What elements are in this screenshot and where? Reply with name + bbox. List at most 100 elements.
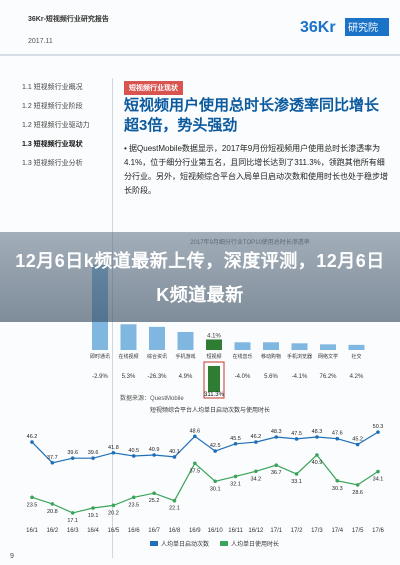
point-value-label: 39.6 <box>88 450 99 456</box>
x-tick-label: 16/1 <box>26 528 38 534</box>
toc-item[interactable]: 1.3 短视频行业分析 <box>22 160 83 167</box>
point-value-label: 34.1 <box>373 477 384 483</box>
bar <box>263 342 279 350</box>
series-point <box>111 503 116 508</box>
point-value-label: 40.5 <box>128 448 139 454</box>
series-point <box>152 491 156 495</box>
x-tick-label: 17/1 <box>270 528 282 534</box>
toc-item-active[interactable]: 1.3 短视频行业现状 <box>22 141 83 148</box>
bar-category-label: 网络文学 <box>318 353 338 360</box>
banner-text[interactable]: 12月6日k频道最新上传，深度评测，12月6日K频道最新 <box>15 251 385 305</box>
point-value-label: 46.2 <box>27 434 38 440</box>
series-point <box>254 440 258 444</box>
point-value-label: 20.8 <box>47 509 58 515</box>
series-point <box>254 469 258 474</box>
bar-category-label: 社交 <box>351 353 361 360</box>
x-tick-label: 16/8 <box>169 528 181 534</box>
header-divider <box>0 54 400 56</box>
toc-item[interactable]: 1.2 短视频行业驱动力 <box>22 122 90 129</box>
series-point <box>70 511 75 515</box>
bar <box>177 332 194 350</box>
point-value-label: 39.6 <box>67 450 78 456</box>
point-value-label: 48.6 <box>189 428 200 434</box>
growth-label: 76.2% <box>319 374 337 380</box>
bar <box>348 344 365 350</box>
growth-label: -4.1% <box>292 374 308 380</box>
bar-category-label: 移动购物 <box>261 353 281 360</box>
point-value-label: 17.1 <box>67 518 78 524</box>
bar <box>149 326 165 350</box>
x-tick-label: 16/4 <box>87 528 99 534</box>
x-tick-label: 16/6 <box>128 528 140 534</box>
series-point <box>50 502 55 506</box>
report-date: 2017.11 <box>28 38 53 45</box>
point-value-label: 23.5 <box>128 502 139 508</box>
point-value-label: 33.1 <box>291 479 302 485</box>
series-point <box>30 440 34 444</box>
series-point <box>376 430 380 434</box>
bar-category-label: 在线视频 <box>118 353 138 360</box>
series-point <box>172 498 177 503</box>
growth-label: 5.6% <box>264 374 278 380</box>
series-point <box>172 455 177 459</box>
point-value-label: 34.2 <box>251 476 262 482</box>
series-point <box>91 456 95 460</box>
series-line <box>31 431 379 464</box>
series-point <box>294 472 299 476</box>
series-point <box>152 453 156 457</box>
page-number: 9 <box>10 553 14 560</box>
point-value-label: 40.9 <box>312 460 323 466</box>
bar-category-label: 综合资讯 <box>147 353 167 360</box>
point-value-label: 45.5 <box>230 436 241 442</box>
section-headline: 短视频用户使用总时长渗透率同比增长超3倍，势头强劲 <box>124 97 380 134</box>
svg-text:36Kr: 36Kr <box>300 19 336 36</box>
toc-item[interactable]: 1.1 短视频行业概况 <box>22 84 83 91</box>
x-tick-label: 16/2 <box>47 528 59 534</box>
growth-label: -4.0% <box>235 374 251 380</box>
bar-category-label: 手机浏览器 <box>287 353 312 360</box>
x-tick-label: 16/9 <box>189 528 201 534</box>
brand-logo: 36Kr 研究院 <box>300 18 389 36</box>
growth-label: 4.9% <box>179 374 193 380</box>
point-value-label: 19.1 <box>88 513 99 519</box>
growth-label: -26.3% <box>147 374 167 380</box>
series-point <box>274 435 279 439</box>
bar-category-label: 在线音乐 <box>232 353 252 360</box>
line-chart: 短视频综合平台人均单日启动次数与使用时长 46.2 37.7 39.6 39.6 41.8… <box>26 406 384 548</box>
series-point <box>193 461 197 466</box>
series-point <box>315 453 319 457</box>
point-value-label: 28.6 <box>352 490 363 496</box>
bar-category-label: 短视频 <box>206 353 221 360</box>
x-tick-label: 16/3 <box>67 528 79 534</box>
point-value-label: 30.1 <box>210 486 221 492</box>
x-tick-label: 16/10 <box>208 528 224 534</box>
series-point <box>274 463 279 468</box>
bar-category-label: 手机游戏 <box>175 353 195 360</box>
section-paragraph: • 据QuestMobile数据显示，2017年9月份短视频用户使用总时长渗透率… <box>124 144 388 195</box>
toc-item[interactable]: 1.2 短视频行业阶段 <box>22 103 83 110</box>
series-point <box>91 506 95 510</box>
series-point <box>213 479 217 484</box>
x-tick-label: 16/12 <box>248 528 264 534</box>
point-value-label: 40.1 <box>169 449 180 455</box>
series-point <box>355 483 360 487</box>
table-of-contents: 1.1 短视频行业概况 1.2 短视频行业阶段 1.2 短视频行业驱动力 1.3… <box>22 82 117 177</box>
series-point <box>70 456 75 460</box>
bar-category-label: 即时通讯 <box>90 353 110 360</box>
growth-label: 311.3% <box>204 392 225 398</box>
growth-bar <box>208 366 220 392</box>
point-value-label: 47.6 <box>332 431 343 437</box>
point-value-label: 48.3 <box>271 429 282 435</box>
series-point <box>315 435 319 439</box>
bar <box>120 324 137 350</box>
series-point <box>193 434 197 439</box>
growth-label: 4.2% <box>350 374 364 380</box>
series-point <box>376 469 380 474</box>
point-value-label: 37.5 <box>189 468 200 474</box>
point-value-label: 32.1 <box>230 481 241 487</box>
report-title: 36Kr-短视频行业研究报告 <box>28 16 109 23</box>
series-point <box>50 460 55 465</box>
series-point <box>294 437 299 441</box>
point-value-label: 20.2 <box>108 510 119 516</box>
